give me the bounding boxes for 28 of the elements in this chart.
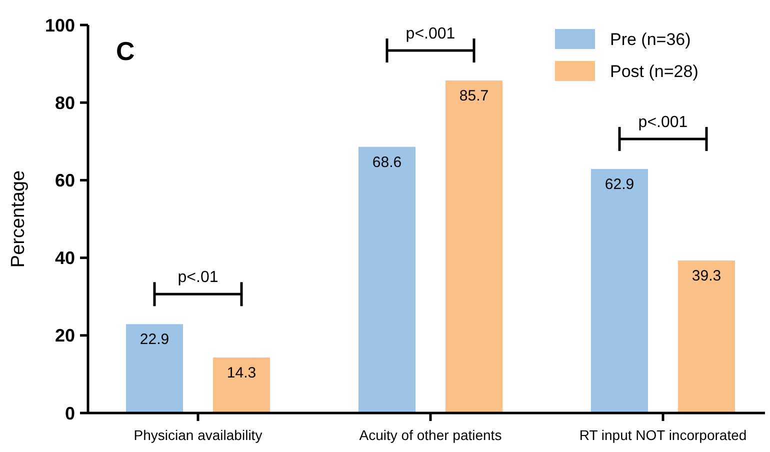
annotation: p<.001 bbox=[638, 114, 688, 131]
bar bbox=[591, 168, 648, 413]
annotation: p<.01 bbox=[178, 269, 218, 286]
annotation: p<.001 bbox=[406, 25, 456, 42]
bar bbox=[358, 146, 416, 413]
x-tick-label: Acuity of other patients bbox=[359, 427, 502, 443]
legend-label: Post (n=28) bbox=[610, 62, 698, 81]
y-tick-label: 40 bbox=[54, 248, 75, 268]
y-tick-label: 0 bbox=[64, 403, 75, 424]
data-label: 14.3 bbox=[226, 364, 256, 382]
bar bbox=[446, 80, 502, 413]
x-tick-label: Physician availability bbox=[134, 427, 262, 443]
y-tick-label: 80 bbox=[54, 92, 75, 113]
legend-label: Pre (n=36) bbox=[610, 30, 691, 49]
data-label: 68.6 bbox=[372, 154, 402, 171]
bar bbox=[213, 358, 270, 413]
y-axis-title: Percentage bbox=[8, 170, 29, 268]
data-label: 22.9 bbox=[140, 331, 170, 348]
data-label: 39.3 bbox=[692, 268, 722, 285]
bar bbox=[126, 324, 183, 413]
x-tick-label: RT input NOT incorporated bbox=[579, 427, 747, 443]
chart-title: C bbox=[116, 36, 135, 66]
data-label: 85.7 bbox=[459, 87, 489, 104]
y-tick-label: 100 bbox=[44, 15, 75, 36]
y-tick-label: 20 bbox=[54, 326, 75, 346]
bar bbox=[678, 260, 735, 413]
data-label: 62.9 bbox=[604, 176, 634, 193]
y-tick-label: 60 bbox=[54, 170, 75, 190]
